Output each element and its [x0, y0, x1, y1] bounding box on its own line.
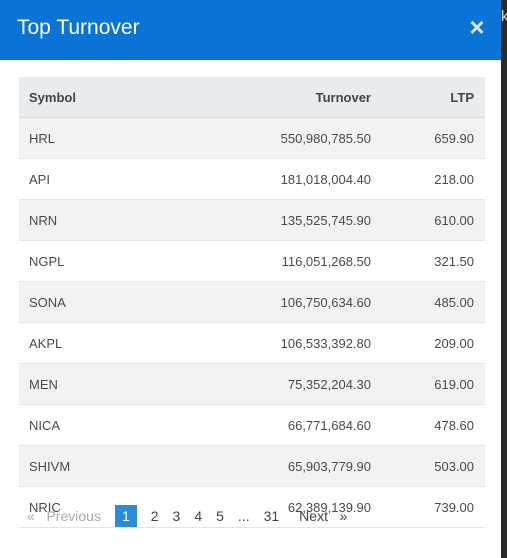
- cell-ltp: 619.00: [371, 363, 485, 405]
- table-row[interactable]: MEN 75,352,204.30 619.00: [19, 363, 485, 405]
- cell-ltp: 739.00: [371, 486, 485, 528]
- turnover-table: Symbol Turnover LTP HRL 550,980,785.50 659…: [19, 77, 485, 528]
- page-31-button[interactable]: 31: [263, 508, 280, 524]
- modal-title: Top Turnover: [17, 16, 140, 39]
- previous-label: Previous: [46, 508, 101, 524]
- backdrop: [501, 0, 507, 558]
- next-page-button[interactable]: Next »: [292, 505, 354, 527]
- page-1-button[interactable]: 1: [114, 505, 137, 527]
- page-3-button[interactable]: 3: [172, 508, 181, 524]
- cell-ltp: 485.00: [371, 281, 485, 323]
- prev-arrow-icon: «: [27, 508, 35, 524]
- header-symbol[interactable]: Symbol: [19, 77, 160, 118]
- next-label: Next: [299, 508, 328, 524]
- cell-turnover: 66,771,684.60: [160, 404, 371, 446]
- page-2-button[interactable]: 2: [150, 508, 159, 524]
- table-row[interactable]: HRL 550,980,785.50 659.90: [19, 117, 485, 159]
- table-row[interactable]: SHIVM 65,903,779.90 503.00: [19, 445, 485, 487]
- table-row[interactable]: AKPL 106,533,392.80 209.00: [19, 322, 485, 364]
- next-arrow-icon: »: [339, 508, 348, 524]
- cell-symbol: SHIVM: [19, 445, 160, 487]
- cell-ltp: 659.90: [371, 117, 485, 159]
- cell-ltp: 209.00: [371, 322, 485, 364]
- cell-symbol: SONA: [19, 281, 160, 323]
- cell-symbol: API: [19, 158, 160, 200]
- table-row[interactable]: API 181,018,004.40 218.00: [19, 158, 485, 200]
- cell-ltp: 610.00: [371, 199, 485, 241]
- table-row[interactable]: NICA 66,771,684.60 478.60: [19, 404, 485, 446]
- table-row[interactable]: SONA 106,750,634.60 485.00: [19, 281, 485, 323]
- header-ltp[interactable]: LTP: [371, 77, 485, 118]
- cell-turnover: 65,903,779.90: [160, 445, 371, 487]
- pagination: « Previous 1 2 3 4 5 ... 31 Next »: [19, 505, 354, 527]
- cell-turnover: 181,018,004.40: [160, 158, 371, 200]
- cell-symbol: MEN: [19, 363, 160, 405]
- cell-symbol: NICA: [19, 404, 160, 446]
- table-row[interactable]: NGPL 116,051,268.50 321.50: [19, 240, 485, 282]
- cell-turnover: 106,533,392.80: [160, 322, 371, 364]
- previous-page-button[interactable]: « Previous: [19, 505, 108, 527]
- cell-turnover: 106,750,634.60: [160, 281, 371, 323]
- table-header-row: Symbol Turnover LTP: [19, 77, 485, 118]
- cell-symbol: AKPL: [19, 322, 160, 364]
- page-5-button[interactable]: 5: [216, 508, 224, 524]
- cell-turnover: 550,980,785.50: [160, 117, 371, 159]
- modal-header: Top Turnover ×: [0, 0, 501, 60]
- backdrop-text: k: [501, 8, 507, 25]
- close-icon[interactable]: ×: [469, 12, 485, 42]
- cell-ltp: 218.00: [371, 158, 485, 200]
- cell-symbol: NGPL: [19, 240, 160, 282]
- cell-symbol: HRL: [19, 117, 160, 159]
- header-turnover[interactable]: Turnover: [160, 77, 371, 118]
- cell-ltp: 503.00: [371, 445, 485, 487]
- cell-turnover: 75,352,204.30: [160, 363, 371, 405]
- cell-turnover: 62,389,139.90: [160, 486, 371, 528]
- cell-symbol: NRN: [19, 199, 160, 241]
- table-row[interactable]: NRN 135,525,745.90 610.00: [19, 199, 485, 241]
- pagination-ellipsis: ...: [237, 508, 250, 524]
- cell-ltp: 478.60: [371, 404, 485, 446]
- page-4-button[interactable]: 4: [194, 508, 203, 524]
- cell-turnover: 135,525,745.90: [160, 199, 371, 241]
- cell-ltp: 321.50: [371, 240, 485, 282]
- cell-turnover: 116,051,268.50: [160, 240, 371, 282]
- table-row[interactable]: NRIC 62,389,139.90 739.00: [19, 486, 485, 528]
